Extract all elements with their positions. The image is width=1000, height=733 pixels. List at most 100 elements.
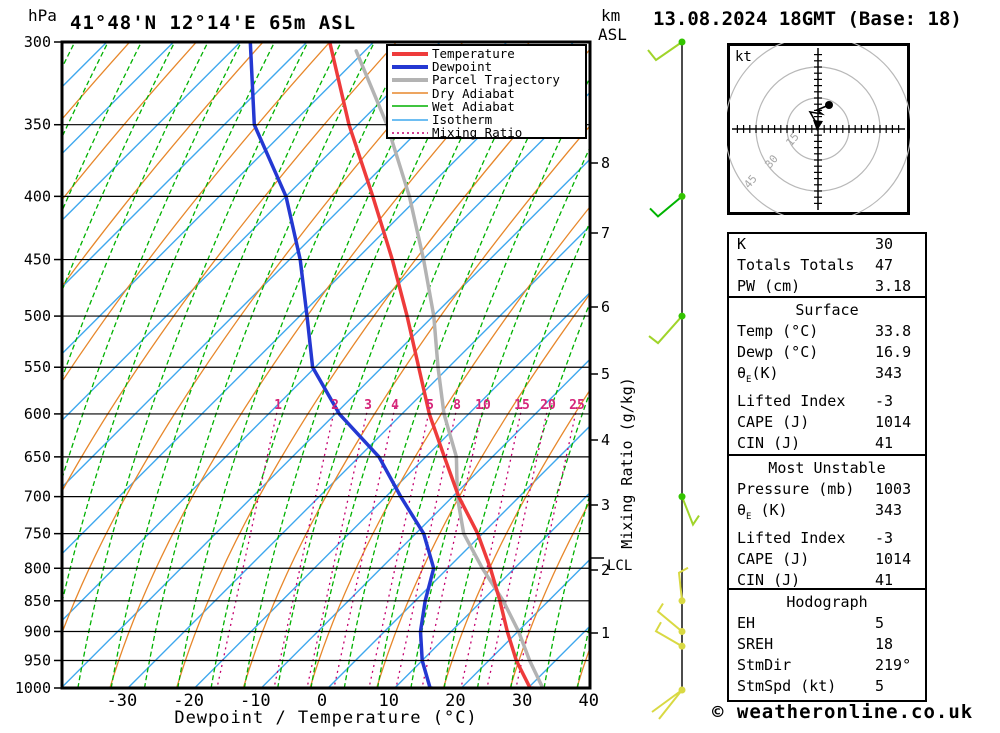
stat-value: 41 (875, 434, 894, 452)
legend-label: Dry Adiabat (432, 85, 515, 101)
hodograph-arrow-head (813, 120, 823, 131)
dry-adiabat-line (63, 43, 464, 633)
stat-value: 47 (875, 256, 894, 274)
pressure-tick-label-550: 550 (24, 358, 51, 376)
stat-row: Temp (°C) 33.8 (729, 321, 925, 342)
wet-adiabat-line (443, 222, 589, 687)
legend-swatch (388, 63, 432, 71)
hodograph-start-dot (825, 101, 833, 109)
stat-label: θE(K) (737, 364, 779, 385)
dry-adiabat-line (63, 43, 330, 382)
stat-value: 219° (875, 656, 912, 674)
wind-barb-500 (648, 315, 683, 345)
wind-barb-700 (681, 496, 700, 527)
dry-adiabat-line (443, 390, 589, 687)
dry-adiabat-line (376, 294, 589, 687)
wind-barb-dot-925 (678, 642, 686, 650)
wind-barb-925 (654, 621, 683, 648)
dry-adiabat-line (63, 43, 264, 287)
km-tick-label-7: 7 (601, 224, 610, 242)
temp-tick-label: -20 (173, 691, 204, 711)
wind-barb-400 (649, 195, 683, 218)
mixing-ratio-label: 5 (426, 398, 434, 413)
dry-adiabat-line (176, 49, 589, 687)
dry-adiabat-line (63, 43, 397, 491)
temp-tick-label: 40 (579, 691, 599, 711)
stat-value: 18 (875, 635, 894, 653)
wind-barb-dot-900 (678, 627, 686, 635)
mixing-ratio-axis-title: Mixing Ratio (g/kg) (618, 377, 636, 549)
legend-label: Dewpoint (432, 59, 493, 75)
stat-label: CAPE (J) (737, 550, 810, 568)
legend-label: Wet Adiabat (432, 98, 515, 114)
wind-barb-dot-400 (678, 192, 686, 200)
wet-adiabat-line (0, 42, 8, 688)
wet-adiabat-line (477, 303, 589, 687)
legend-item-temperature: Temperature (388, 46, 585, 61)
isotherm-line (63, 43, 574, 554)
stat-label: Lifted Index (737, 392, 846, 410)
stat-label: StmDir (737, 656, 792, 674)
mixing-ratio-line (486, 406, 549, 687)
pressure-tick-label-300: 300 (24, 33, 51, 51)
temp-tick-label: 20 (445, 691, 465, 711)
km-tick-label-6: 6 (601, 298, 610, 316)
legend-item-parcel-trajectory: Parcel Trajectory (388, 72, 585, 87)
stat-value: 33.8 (875, 322, 912, 340)
wind-barb-dot-700 (678, 493, 686, 501)
plot-grid (0, 42, 589, 688)
temp-tick-label: -30 (107, 691, 138, 711)
temperature-axis-title: Dewpoint / Temperature (°C) (174, 708, 478, 728)
legend-swatch (388, 89, 432, 97)
wind-barb-dot-500 (678, 312, 686, 320)
isotherm-line (63, 43, 174, 154)
km-tick-label-4: 4 (601, 431, 610, 449)
wet-adiabat-line (77, 43, 309, 687)
km-tick-label-5: 5 (601, 365, 610, 383)
wind-barb-1000 (651, 689, 683, 720)
most-unstable-panel: Most Unstable Pressure (mb) 1003 θE (K) 343 L… (727, 454, 927, 596)
stat-row: CAPE (J) 1014 (729, 549, 925, 570)
stat-row: CAPE (J) 1014 (729, 412, 925, 433)
mixing-ratio-label: 1 (274, 398, 282, 413)
wet-adiabat-line (63, 43, 275, 601)
hodograph-stats-panel: Hodograph EH 5 SREH 18 StmDir 219° StmSpd (kt) 5 (727, 588, 927, 702)
mixing-ratio-label: 25 (569, 398, 585, 413)
wind-barb-dot-300 (678, 38, 686, 46)
stat-label: K (737, 235, 747, 253)
wet-adiabat-line (277, 43, 508, 687)
mixing-ratio-label: 15 (514, 398, 530, 413)
mixing-ratio-label: 10 (475, 398, 491, 413)
legend-item-dewpoint: Dewpoint (388, 59, 585, 75)
parcel-trajectory-curve (354, 49, 545, 687)
wind-barb-900 (656, 602, 683, 633)
isotherm-line (63, 43, 508, 488)
stat-value: 1014 (875, 550, 912, 568)
temp-tick-label: 0 (317, 691, 327, 711)
stat-row: StmSpd (kt) 5 (729, 676, 925, 697)
station-title: 41°48'N 12°14'E 65m ASL (70, 12, 357, 34)
pressure-tick-label-900: 900 (24, 622, 51, 640)
isotherm-line (63, 43, 441, 421)
pressure-tick-label-350: 350 (24, 116, 51, 134)
isotherm-line (63, 43, 307, 287)
wet-adiabat-line (63, 43, 209, 378)
pressure-tick-label-450: 450 (24, 251, 51, 269)
stat-row: StmDir 219° (729, 655, 925, 676)
pressure-tick-label-850: 850 (24, 592, 51, 610)
legend-label: Isotherm (432, 112, 493, 128)
dry-adiabat-line (242, 125, 589, 687)
mixing-ratio-label: 3 (364, 398, 372, 413)
wet-adiabat-line (63, 43, 175, 290)
stat-value: 30 (875, 235, 894, 253)
stat-row: Lifted Index -3 (729, 528, 925, 549)
stat-label: StmSpd (kt) (737, 677, 837, 695)
stat-value: -3 (875, 392, 894, 410)
stat-row: θE(K) 343 (729, 363, 925, 391)
stat-value: 1014 (875, 413, 912, 431)
stat-value: 343 (875, 501, 903, 519)
wind-barb-300 (647, 41, 683, 62)
isotherm-line (328, 426, 589, 687)
dry-adiabat-line (63, 43, 197, 200)
legend-swatch (388, 129, 432, 137)
